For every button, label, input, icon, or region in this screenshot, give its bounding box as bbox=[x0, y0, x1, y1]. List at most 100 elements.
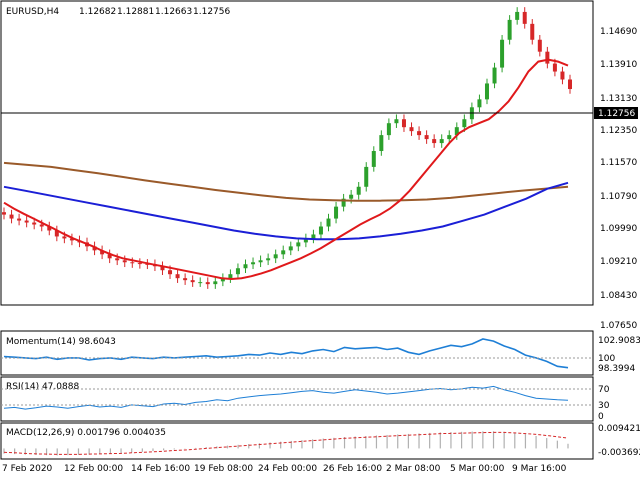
candle-body bbox=[273, 254, 278, 259]
candle-body bbox=[326, 218, 331, 227]
candle-body bbox=[62, 236, 67, 239]
candle-body bbox=[409, 127, 414, 132]
candle-body bbox=[160, 266, 165, 271]
time-label: 7 Feb 2020 bbox=[2, 464, 53, 474]
candle-body bbox=[9, 214, 14, 219]
current-price-label: 1.12756 bbox=[598, 109, 635, 119]
candle-body bbox=[386, 123, 391, 136]
candle-body bbox=[54, 230, 59, 237]
time-label: 12 Feb 00:00 bbox=[64, 464, 123, 474]
candle-body bbox=[24, 220, 29, 223]
candle-body bbox=[175, 274, 180, 279]
candle-body bbox=[39, 224, 44, 227]
time-label: 24 Feb 00:00 bbox=[258, 464, 317, 474]
rsi-series-layer bbox=[3, 385, 569, 410]
candle-body bbox=[401, 119, 406, 128]
chart-symbol-label: EURUSD,H4 bbox=[6, 7, 59, 17]
ohlc-high: 1.12881 bbox=[117, 7, 154, 17]
candle-body bbox=[303, 238, 308, 243]
candle-body bbox=[17, 218, 22, 221]
candle-body bbox=[568, 79, 572, 90]
time-label: 2 Mar 08:00 bbox=[386, 464, 441, 474]
candle-body bbox=[537, 39, 542, 52]
time-axis[interactable]: 7 Feb 2020 12 Feb 00:00 14 Feb 16:00 19 … bbox=[2, 464, 567, 474]
current-price-tag bbox=[594, 107, 638, 119]
candle-body bbox=[258, 260, 263, 263]
candle-body bbox=[318, 226, 323, 235]
price-tick: 1.10790 bbox=[600, 192, 637, 202]
candle-body bbox=[379, 135, 384, 152]
candle-body bbox=[220, 278, 225, 282]
candle-body bbox=[266, 258, 271, 261]
candle-body bbox=[281, 250, 286, 255]
price-tick: 1.09990 bbox=[600, 224, 637, 234]
candle-body bbox=[69, 238, 74, 241]
time-label: 19 Feb 08:00 bbox=[194, 464, 253, 474]
candle-body bbox=[168, 270, 173, 275]
price-axis[interactable]: 1.14690 1.13910 1.13130 1.12350 1.11570 … bbox=[600, 27, 637, 331]
candle-body bbox=[500, 39, 505, 68]
ma-fast-line bbox=[3, 58, 569, 281]
candle-body bbox=[92, 246, 97, 251]
candle-body bbox=[424, 135, 429, 140]
candle-body bbox=[364, 166, 369, 187]
candle-body bbox=[2, 212, 6, 215]
price-tick: 1.11570 bbox=[600, 158, 637, 168]
candle-body bbox=[296, 242, 301, 247]
candle-body bbox=[235, 268, 240, 275]
rsi-level-70: 70 bbox=[598, 385, 610, 395]
macd-series-layer bbox=[3, 431, 569, 456]
candle-body bbox=[417, 131, 422, 136]
candle-body bbox=[47, 226, 52, 231]
candle-body bbox=[32, 222, 37, 225]
candle-body bbox=[530, 23, 535, 40]
candle-body bbox=[545, 51, 550, 64]
candle-body bbox=[349, 194, 354, 199]
candle-body bbox=[228, 274, 233, 279]
candle-body bbox=[205, 282, 210, 285]
macd-scale-bottom: -0.003692 bbox=[598, 448, 640, 458]
candle-body bbox=[145, 263, 150, 265]
candle-body bbox=[115, 258, 120, 261]
price-tick: 1.07650 bbox=[600, 321, 637, 331]
candle-body bbox=[311, 234, 316, 239]
candle-body bbox=[122, 260, 127, 263]
candle-body bbox=[432, 139, 437, 144]
rsi-line bbox=[3, 385, 569, 410]
rsi-label: RSI(14) 47.0888 bbox=[6, 382, 79, 392]
momentum-line bbox=[3, 338, 569, 369]
candle-body bbox=[356, 186, 361, 195]
candle-body bbox=[371, 151, 376, 167]
candle-body bbox=[462, 119, 467, 128]
candle-body bbox=[439, 139, 444, 144]
candle-body bbox=[341, 198, 346, 207]
candle-body bbox=[100, 250, 105, 255]
price-panel bbox=[0, 0, 594, 306]
candle-body bbox=[107, 254, 112, 259]
candle-body bbox=[560, 71, 565, 80]
candle-body bbox=[552, 63, 557, 72]
momentum-current: 98.3994 bbox=[598, 364, 635, 374]
candle-body bbox=[454, 127, 459, 136]
candle-body bbox=[394, 119, 399, 124]
candle-body bbox=[213, 281, 218, 285]
momentum-scale-top: 102.9083 bbox=[598, 336, 640, 346]
price-tick: 1.13910 bbox=[600, 60, 637, 70]
price-tick: 1.13130 bbox=[600, 94, 637, 104]
price-tick: 1.12350 bbox=[600, 126, 637, 136]
price-tick: 1.08430 bbox=[600, 291, 637, 301]
momentum-series-layer bbox=[3, 338, 569, 369]
candle-body bbox=[334, 206, 339, 219]
rsi-level-30: 30 bbox=[598, 401, 610, 411]
candle-body bbox=[484, 83, 489, 100]
candle-body bbox=[137, 263, 142, 265]
momentum-label: Momentum(14) 98.6043 bbox=[6, 337, 116, 347]
candle-body bbox=[190, 280, 195, 283]
candle-body bbox=[251, 262, 256, 265]
time-label: 9 Mar 16:00 bbox=[512, 464, 567, 474]
ohlc-open: 1.12682 bbox=[79, 7, 116, 17]
macd-signal-line bbox=[3, 431, 569, 455]
candle-body bbox=[507, 19, 512, 40]
